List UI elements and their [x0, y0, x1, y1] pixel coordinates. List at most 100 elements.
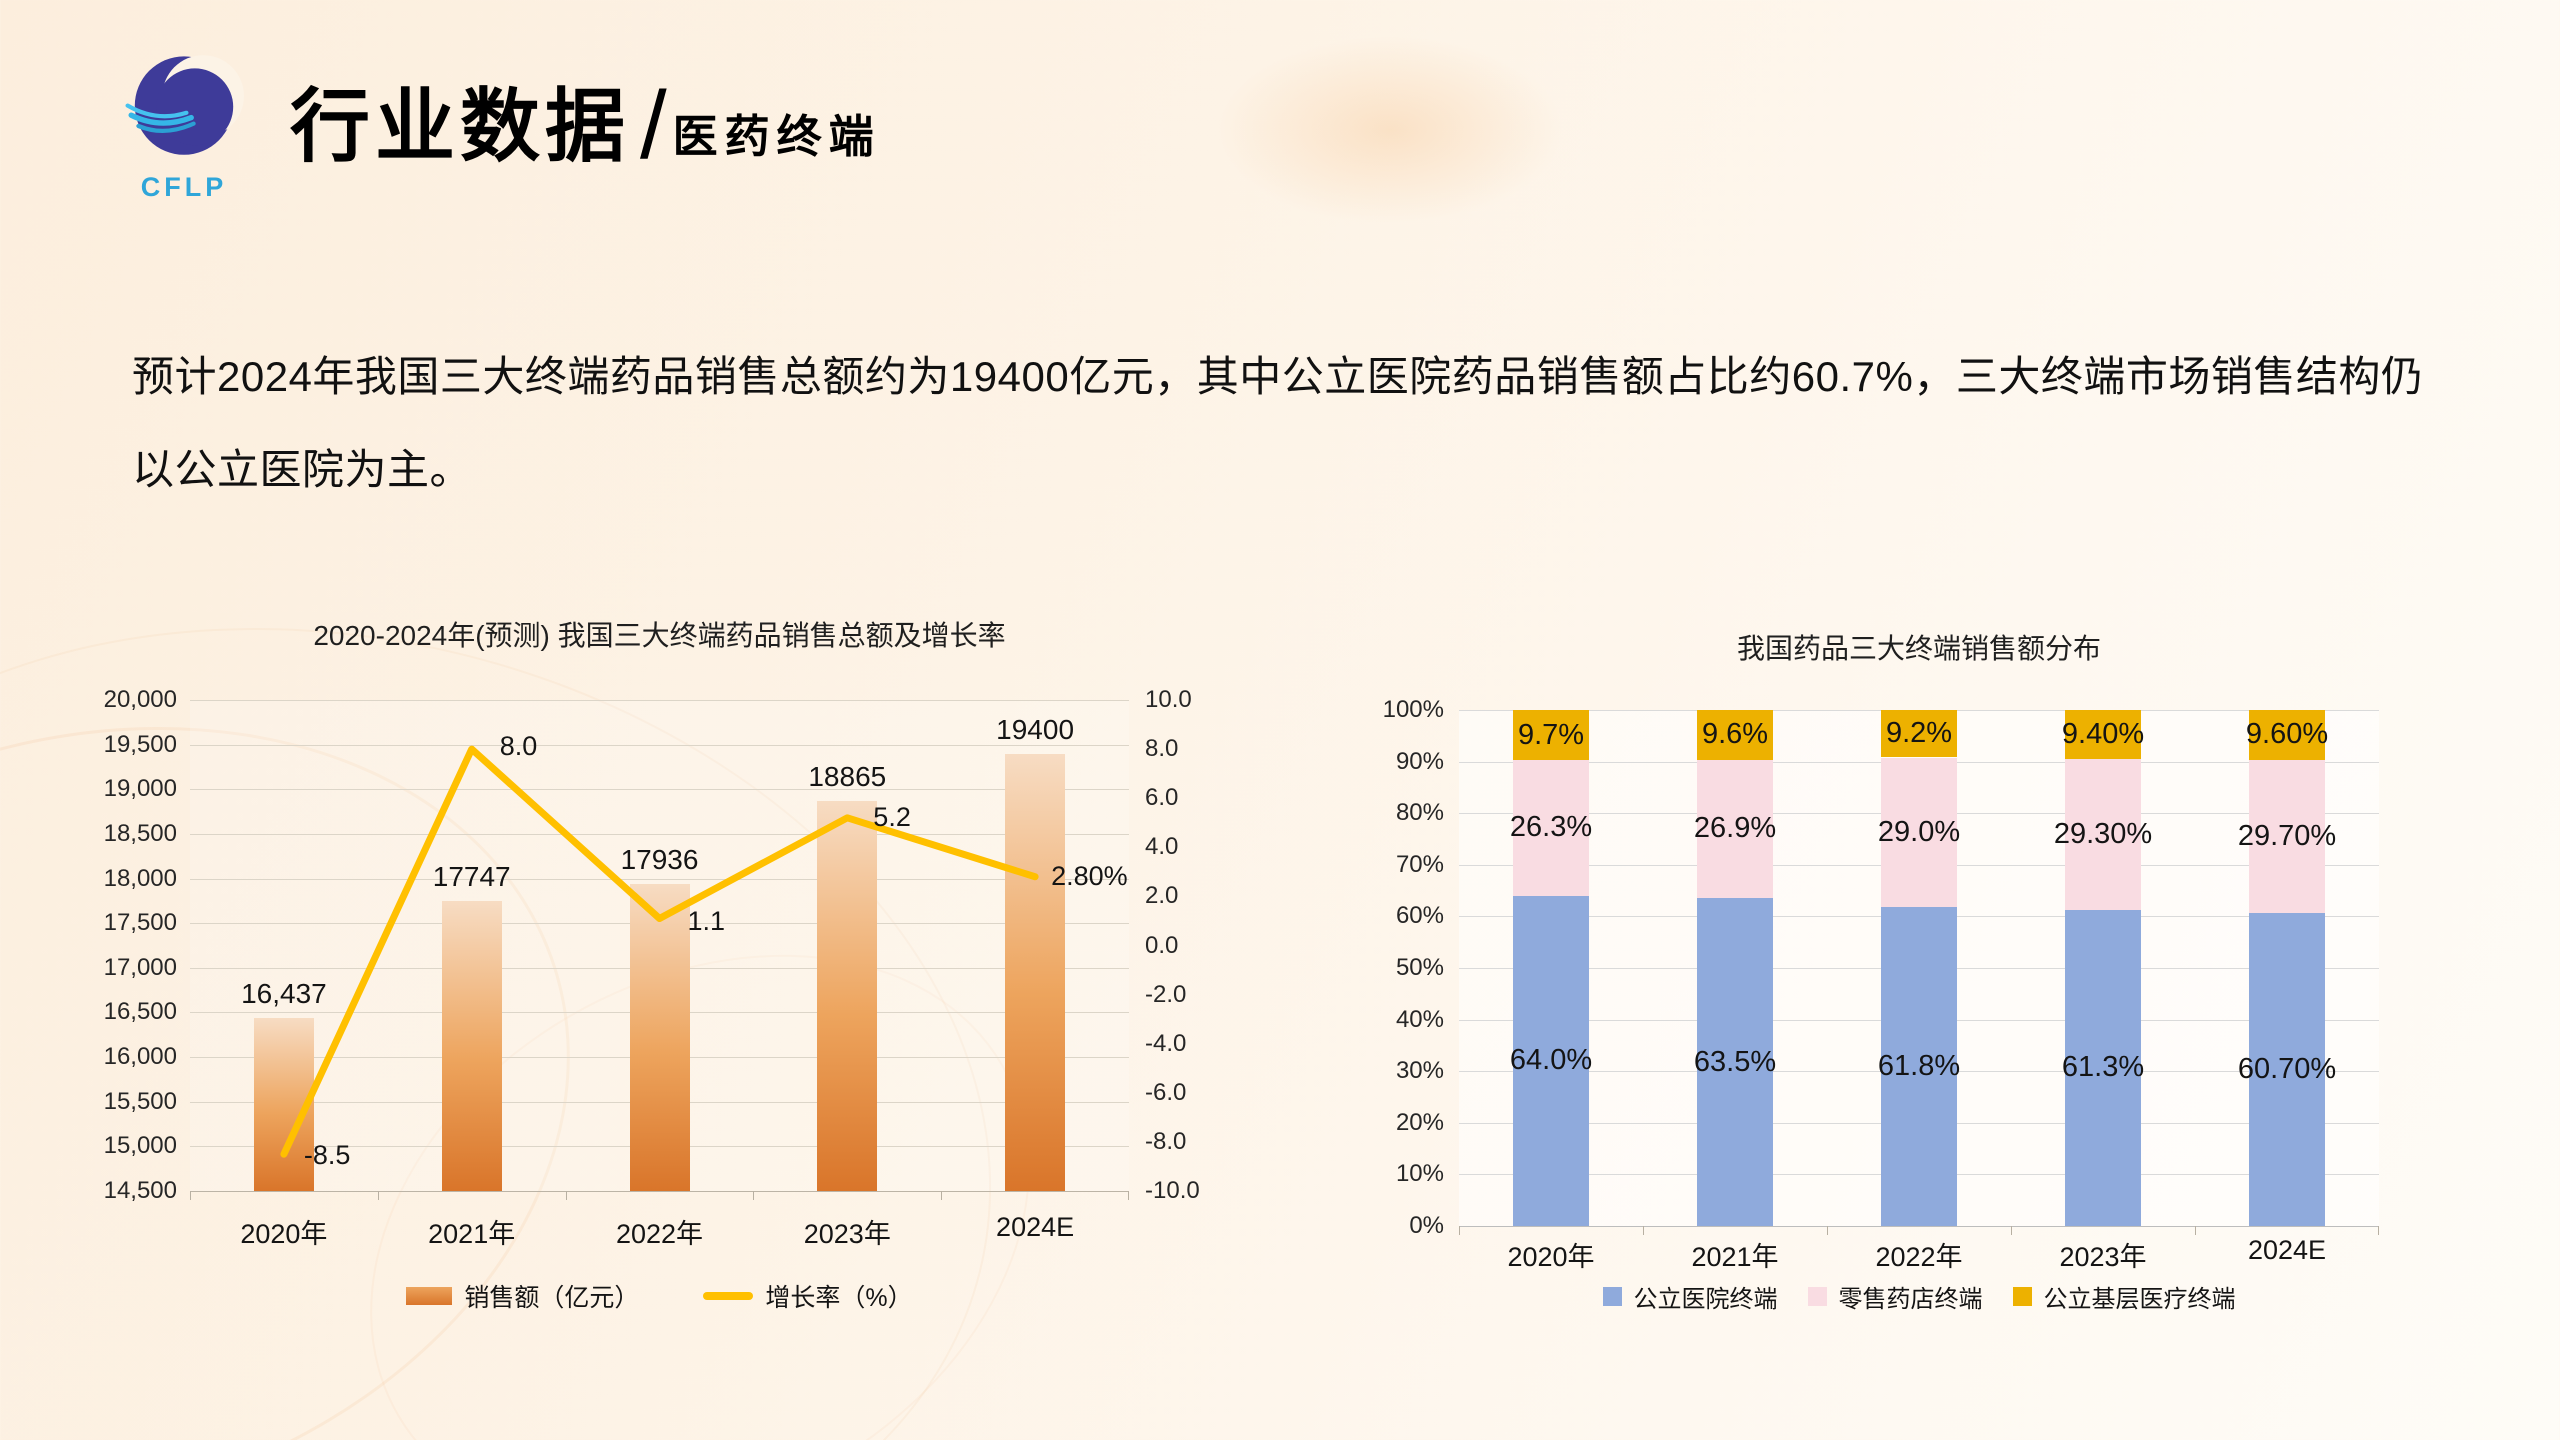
cflp-logo-icon	[125, 55, 244, 155]
segment-value-label: 9.6%	[1701, 718, 1769, 751]
stacked-segment: 29.30%	[2054, 758, 2152, 910]
segment-value-label: 63.5%	[1693, 1045, 1777, 1078]
growth-swatch-icon	[703, 1292, 754, 1300]
y-tick-label: 6.0	[1145, 784, 1179, 812]
y-tick-label: 80%	[1395, 799, 1444, 827]
bar-value-label: 16,437	[241, 978, 327, 1010]
y-tick-label: 60%	[1395, 902, 1444, 930]
stacked-segment: 9.7%	[1513, 710, 1589, 761]
y-tick-label: 2.0	[1145, 882, 1179, 910]
y-tick-label: 50%	[1395, 954, 1444, 981]
y-tick-label: 16,000	[103, 1043, 177, 1071]
legend-item-sales: 销售额（亿元）	[406, 1278, 639, 1314]
y-tick-label: 10%	[1395, 1160, 1444, 1188]
stacked-segment: 61.8%	[1877, 907, 1961, 1226]
combo-y-axis-right: 10.0 8.0 6.0 4.0 2.0 0.0 -2.0 -4.0 -6.0 -8.0 -10.0	[1145, 686, 1245, 1204]
axis-tick-mark	[2195, 1226, 2196, 1235]
stacked-x-axis: 2020年 2021年 2022年 2023年 2024E	[1459, 1235, 2379, 1272]
segment-value-label: 9.40%	[2061, 717, 2145, 750]
segment-value-label: 26.3%	[1509, 811, 1593, 844]
y-tick-label: 0.0	[1145, 931, 1179, 959]
gridline	[190, 833, 1129, 835]
combo-chart: 2020-2024年(预测) 我国三大终端药品销售总额及增长率 20,000 19…	[85, 600, 1245, 1340]
axis-tick-mark	[2011, 1226, 2012, 1235]
axis-tick-mark	[377, 1191, 379, 1200]
stacked-legend: 公立医院终端 零售药店终端 公立基层医疗终端	[1459, 1279, 2379, 1314]
stacked-segment: 9.40%	[2061, 710, 2145, 759]
y-tick-label: -10.0	[1145, 1177, 1200, 1204]
y-tick-label: 19,500	[103, 730, 177, 758]
segment-value-label: 64.0%	[1509, 1044, 1593, 1077]
axis-tick-mark	[1128, 1191, 1129, 1200]
segment-value-label: 9.7%	[1517, 718, 1585, 751]
sales-bar	[1005, 753, 1066, 1191]
bar-value-label: 17747	[432, 861, 511, 893]
combo-plot: 16,437 17747 17936 18865 19400 -8.5 8.0 1.1 5.2 2…	[190, 700, 1129, 1200]
y-tick-label: 17,000	[103, 953, 177, 981]
y-tick-label: 18,500	[103, 819, 177, 847]
legend-label-growth: 增长率（%）	[765, 1284, 913, 1312]
sales-swatch-icon	[406, 1287, 453, 1305]
bar-value-label: 17936	[620, 844, 699, 876]
sales-bar	[441, 901, 502, 1191]
y-tick-label: 20%	[1395, 1108, 1444, 1136]
legend-label-retail-pharmacy: 零售药店终端	[1838, 1286, 1983, 1313]
legend-label-public-hospital: 公立医院终端	[1633, 1286, 1778, 1313]
y-tick-label: 15,500	[103, 1087, 177, 1115]
gridline	[190, 744, 1129, 746]
y-tick-label: 40%	[1395, 1005, 1444, 1033]
y-tick-label: -6.0	[1145, 1078, 1187, 1106]
gridline	[190, 878, 1129, 880]
stacked-segment: 9.60%	[2245, 710, 2329, 760]
stacked-segment: 26.3%	[1509, 760, 1593, 896]
y-tick-label: -4.0	[1145, 1029, 1187, 1057]
line-value-label: 2.80%	[1051, 860, 1128, 891]
sales-bar	[817, 801, 878, 1191]
legend-item-grassroots-medical: 公立基层医疗终端	[2012, 1279, 2236, 1314]
x-axis-label: 2024E	[996, 1212, 1075, 1242]
y-tick-label: 90%	[1395, 747, 1444, 775]
x-axis-label: 2022年	[1875, 1242, 1963, 1272]
combo-x-axis: 2020年 2021年 2022年 2023年 2024E	[190, 1212, 1129, 1249]
y-tick-label: 15,000	[103, 1132, 177, 1160]
legend-item-growth: 增长率（%）	[703, 1278, 913, 1314]
segment-value-label: 29.0%	[1877, 815, 1961, 848]
axis-tick-mark	[565, 1191, 567, 1200]
y-tick-label: -2.0	[1145, 980, 1187, 1008]
axis-tick-mark	[753, 1191, 755, 1200]
y-tick-label: 20,000	[103, 686, 177, 713]
x-axis-label: 2021年	[1691, 1242, 1779, 1272]
stacked-y-axis: 100% 90% 80% 70% 60% 50% 40% 30% 20% 10% 0%	[1370, 696, 1444, 1239]
growth-line	[280, 745, 1039, 1158]
segment-value-label: 61.8%	[1877, 1050, 1961, 1083]
axis-tick-mark	[1643, 1226, 1644, 1235]
stacked-plot: 64.0% 26.3% 9.7% 63.5% 26.9% 9.6% 61.8% 29.0% 9.…	[1459, 710, 2379, 1235]
legend-item-retail-pharmacy: 零售药店终端	[1807, 1279, 1983, 1314]
stacked-segment: 26.9%	[1694, 759, 1776, 899]
line-value-label: 1.1	[687, 906, 726, 937]
cflp-logo-text: CFLP	[140, 172, 228, 202]
combo-legend: 销售额（亿元） 增长率（%）	[190, 1278, 1129, 1314]
segment-value-label: 29.70%	[2237, 819, 2337, 852]
sales-bar	[629, 884, 690, 1191]
combo-y-axis-left: 20,000 19,500 19,000 18,500 18,000 17,500 17,0…	[85, 686, 177, 1204]
y-tick-label: 30%	[1395, 1057, 1444, 1085]
grassroots-medical-swatch-icon	[2012, 1287, 2032, 1306]
segment-value-label: 61.3%	[2061, 1051, 2145, 1084]
retail-pharmacy-swatch-icon	[1807, 1287, 1827, 1306]
x-axis-label: 2024E	[2247, 1235, 2327, 1265]
x-axis-label: 2021年	[428, 1219, 516, 1249]
intro-paragraph: 预计2024年我国三大终端药品销售总额约为19400亿元，其中公立医院药品销售额…	[132, 353, 2424, 493]
page-title: 行业数据	[290, 82, 630, 172]
combo-chart-title: 2020-2024年(预测) 我国三大终端药品销售总额及增长率	[313, 620, 1006, 651]
axis-tick-mark	[2378, 1226, 2379, 1235]
segment-value-label: 9.2%	[1885, 717, 1953, 750]
y-tick-label: 8.0	[1145, 735, 1179, 763]
gridline	[190, 700, 1129, 701]
segment-value-label: 9.60%	[2245, 718, 2329, 751]
gridline	[190, 789, 1129, 791]
y-tick-label: 70%	[1395, 850, 1444, 878]
legend-label-sales: 销售额（亿元）	[464, 1284, 640, 1312]
axis-tick-mark	[1827, 1226, 1828, 1235]
